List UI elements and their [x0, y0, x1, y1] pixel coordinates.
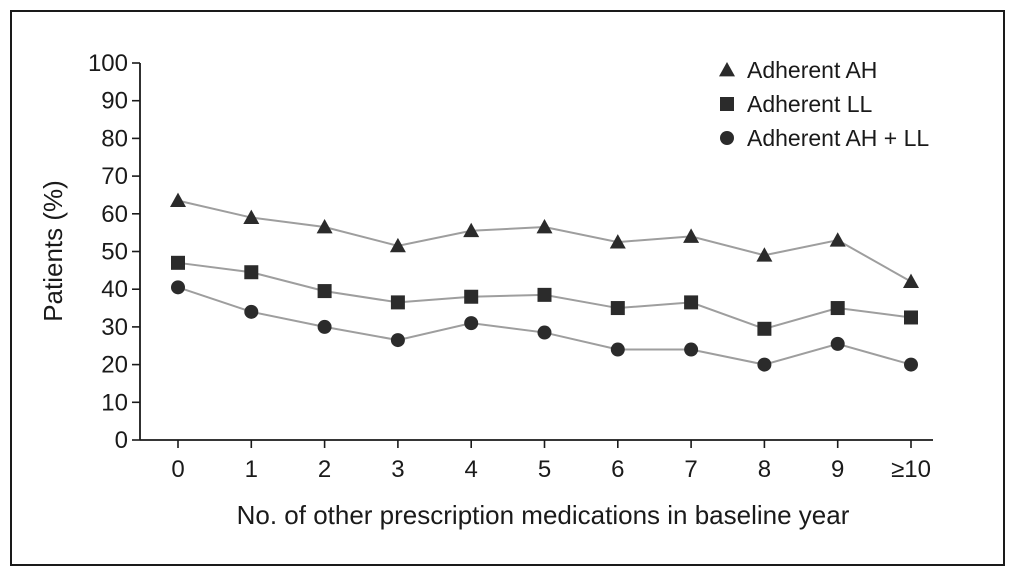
data-point: [170, 192, 186, 208]
data-point: [464, 316, 479, 331]
data-point: [830, 336, 845, 351]
legend-label: Adherent AH + LL: [747, 125, 929, 151]
data-point: [610, 342, 625, 357]
y-axis-title: Patients (%): [38, 180, 68, 322]
x-tick-label: 4: [465, 456, 478, 483]
y-tick-label: 80: [101, 125, 128, 152]
data-point: [317, 319, 332, 334]
data-point: [904, 310, 918, 325]
data-point: [243, 209, 260, 224]
data-point: [756, 247, 773, 262]
data-point: [829, 232, 846, 247]
series-line: [177, 199, 912, 283]
y-tick-label: 30: [101, 314, 128, 341]
data-point: [609, 234, 626, 249]
x-tick-label: 7: [684, 456, 697, 483]
legend-item: Adherent LL: [720, 91, 873, 117]
series-triangle: [170, 192, 919, 289]
x-tick-label: 1: [245, 456, 258, 483]
y-tick-label: 90: [101, 88, 128, 115]
legend-label: Adherent AH: [747, 57, 877, 83]
x-tick-label: 5: [538, 456, 551, 483]
data-point: [757, 357, 772, 372]
y-tick-label: 40: [101, 276, 128, 303]
y-tick-label: 0: [115, 427, 128, 454]
data-point: [244, 265, 259, 280]
x-tick-label: 3: [391, 456, 404, 483]
y-tick-label: 60: [101, 201, 128, 228]
x-axis-title: No. of other prescription medications in…: [237, 500, 850, 530]
y-tick-label: 100: [88, 50, 128, 77]
data-point: [464, 289, 479, 304]
data-point: [536, 218, 553, 234]
series-layer: [170, 192, 919, 372]
x-tick-label: 6: [611, 456, 624, 483]
data-point: [684, 342, 699, 357]
legend-marker: [720, 131, 734, 145]
legend-marker: [719, 62, 735, 77]
data-point: [317, 284, 332, 299]
series-square: [171, 255, 918, 336]
x-tick-label: 2: [318, 456, 331, 483]
data-point: [316, 218, 333, 234]
axes: [139, 63, 933, 441]
series-circle: [171, 280, 918, 372]
data-point: [537, 325, 552, 340]
data-point: [830, 301, 845, 316]
x-tick-label: ≥10: [891, 456, 931, 483]
legend-item: Adherent AH + LL: [720, 125, 929, 151]
x-tick-label: 0: [171, 456, 184, 483]
data-point: [171, 255, 185, 270]
y-tick-label: 10: [101, 389, 128, 416]
y-tick-label: 70: [101, 163, 128, 190]
x-tick-label: 9: [831, 456, 844, 483]
data-point: [463, 222, 480, 238]
legend-item: Adherent AH: [719, 57, 877, 83]
y-tick-label: 50: [101, 239, 128, 266]
x-tick-label: 8: [758, 456, 771, 483]
y-tick-label: 20: [101, 352, 128, 379]
legend-label: Adherent LL: [747, 91, 873, 117]
data-point: [904, 357, 918, 372]
legend-marker: [720, 97, 734, 111]
data-point: [610, 301, 625, 316]
data-point: [390, 295, 405, 310]
x-axis-ticks: 0 1 2 3 4 5 6 7 8 9 ≥10: [171, 440, 931, 483]
data-point: [683, 228, 700, 243]
data-point: [903, 273, 919, 289]
data-point: [757, 321, 772, 336]
data-point: [537, 287, 552, 302]
data-point: [171, 280, 185, 295]
data-point: [244, 304, 259, 319]
data-point: [684, 295, 699, 310]
data-point: [390, 333, 405, 348]
y-axis-ticks: 0 10 20 30 40 50 60 70 80 90 100: [88, 50, 140, 454]
legend: Adherent AH Adherent LL Adherent AH + LL: [719, 57, 929, 151]
data-point: [389, 237, 406, 253]
